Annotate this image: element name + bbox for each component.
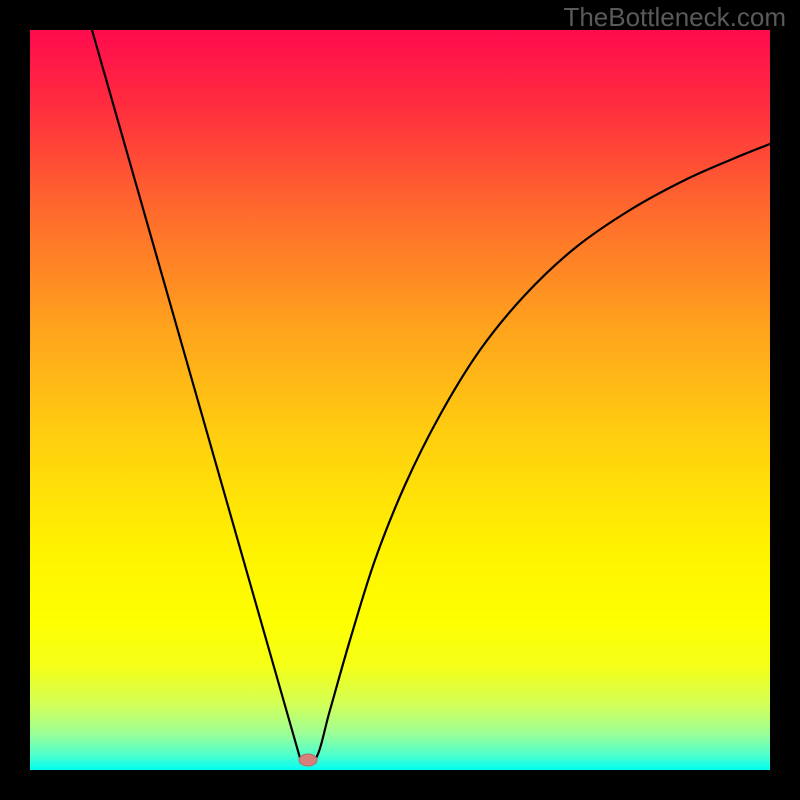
bottleneck-curve xyxy=(30,30,770,770)
v-curve-path xyxy=(92,30,770,761)
vertex-marker xyxy=(299,754,317,766)
chart-container: TheBottleneck.com xyxy=(0,0,800,800)
watermark-text: TheBottleneck.com xyxy=(563,2,786,33)
plot-area xyxy=(30,30,770,770)
